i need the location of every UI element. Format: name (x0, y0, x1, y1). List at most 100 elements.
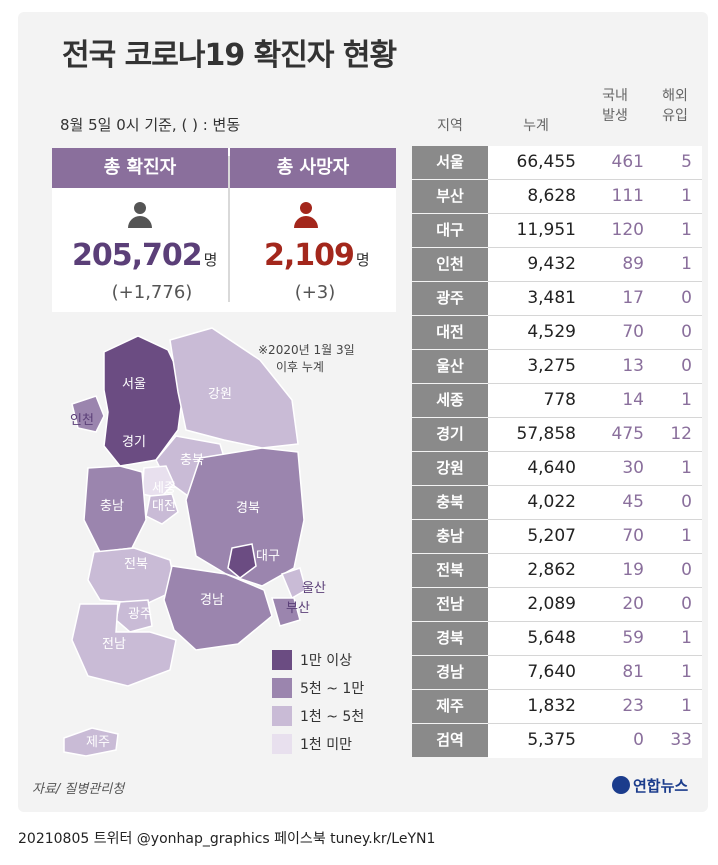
map-region (83, 465, 147, 553)
header-domestic: 국내 발생 (586, 86, 644, 126)
table-row: 충남 5,207 70 1 (412, 520, 702, 554)
map-region-label: 경기 (122, 435, 146, 450)
total-cell: 1,832 (527, 696, 576, 716)
confirmed-header: 총 확진자 (52, 148, 228, 188)
yonhap-logo-icon (612, 776, 630, 794)
overseas-cell: 12 (670, 424, 692, 444)
domestic-cell: 23 (622, 696, 644, 716)
legend-swatch (272, 734, 292, 754)
domestic-cell: 14 (622, 390, 644, 410)
total-cell: 11,951 (516, 220, 576, 240)
table-background (488, 146, 702, 758)
map-region-label: 충남 (100, 499, 124, 514)
region-cell: 부산 (412, 180, 488, 213)
map-region-label: 대전 (152, 499, 176, 514)
row-divider (488, 247, 702, 248)
region-cell: 전남 (412, 588, 488, 621)
region-cell: 전북 (412, 554, 488, 587)
domestic-cell: 30 (622, 458, 644, 478)
domestic-cell: 81 (622, 662, 644, 682)
header-overseas-line-1: 해외 (662, 88, 688, 104)
overseas-cell: 1 (681, 186, 692, 206)
row-divider (488, 179, 702, 180)
footer-credits: 20210805 트위터 @yonhap_graphics 페이스북 tuney… (18, 831, 436, 847)
total-cell: 5,375 (527, 730, 576, 750)
table-row: 인천 9,432 89 1 (412, 248, 702, 282)
total-cell: 3,481 (527, 288, 576, 308)
region-cell: 제주 (412, 690, 488, 723)
total-cell: 57,858 (516, 424, 576, 444)
total-cell: 7,640 (527, 662, 576, 682)
table-row: 대구 11,951 120 1 (412, 214, 702, 248)
legend-label: 5천 ~ 1만 (300, 681, 365, 697)
total-cell: 8,628 (527, 186, 576, 206)
legend-label: 1만 이상 (300, 653, 352, 669)
total-cell: 4,529 (527, 322, 576, 342)
overseas-cell: 0 (681, 594, 692, 614)
region-cell: 검역 (412, 724, 488, 757)
map-region-label: 울산 (302, 581, 326, 596)
map-region-label: 강원 (208, 387, 232, 402)
table-row: 강원 4,640 30 1 (412, 452, 702, 486)
region-cell: 광주 (412, 282, 488, 315)
domestic-cell: 13 (622, 356, 644, 376)
summary-divider (228, 156, 230, 302)
row-divider (488, 417, 702, 418)
map-region-label: 광주 (128, 607, 152, 622)
domestic-cell: 111 (611, 186, 644, 206)
table-row: 검역 5,375 0 33 (412, 724, 702, 758)
region-cell: 경북 (412, 622, 488, 655)
region-cell: 서울 (412, 146, 488, 179)
cumulative-note: ※2020년 1월 3일 이후 누계 (258, 342, 355, 376)
region-cell: 세종 (412, 384, 488, 417)
table-row: 대전 4,529 70 0 (412, 316, 702, 350)
map-region-label: 제주 (86, 735, 110, 750)
confirmed-value: 205,702 (72, 238, 203, 273)
domestic-cell: 19 (622, 560, 644, 580)
domestic-cell: 59 (622, 628, 644, 648)
overseas-cell: 1 (681, 662, 692, 682)
table-row: 경기 57,858 475 12 (412, 418, 702, 452)
map-region-label: 세종 (152, 481, 176, 496)
confirmed-change: (+1,776) (111, 282, 193, 303)
domestic-cell: 0 (633, 730, 644, 750)
domestic-cell: 120 (611, 220, 644, 240)
map-region-label: 부산 (286, 601, 310, 616)
overseas-cell: 5 (681, 152, 692, 172)
total-cell: 3,275 (527, 356, 576, 376)
row-divider (488, 621, 702, 622)
header-domestic-line-2: 발생 (602, 108, 628, 124)
table-row: 전북 2,862 19 0 (412, 554, 702, 588)
confirmed-unit: 명 (203, 251, 218, 269)
region-cell: 강원 (412, 452, 488, 485)
map-region-label: 경북 (236, 501, 260, 516)
map-region (71, 603, 177, 687)
domestic-cell: 70 (622, 322, 644, 342)
header-overseas-line-2: 유입 (662, 108, 688, 124)
map-region (280, 567, 307, 600)
row-divider (488, 281, 702, 282)
header-region: 지역 (437, 118, 463, 134)
legend-swatch (272, 678, 292, 698)
yonhap-logo-text: 연합뉴스 (633, 777, 689, 795)
region-cell: 대전 (412, 316, 488, 349)
deaths-value: 2,109 (264, 238, 355, 273)
map-region-label: 전북 (124, 557, 148, 572)
region-cell: 경기 (412, 418, 488, 451)
table-row: 제주 1,832 23 1 (412, 690, 702, 724)
person-icon-deaths (294, 202, 318, 230)
domestic-cell: 45 (622, 492, 644, 512)
row-divider (488, 315, 702, 316)
table-row: 부산 8,628 111 1 (412, 180, 702, 214)
yonhap-logo: 연합뉴스 (612, 775, 688, 796)
header-domestic-line-1: 국내 (602, 88, 628, 104)
map-region-label: 서울 (122, 377, 146, 392)
deaths-header: 총 사망자 (230, 148, 396, 188)
overseas-cell: 1 (681, 390, 692, 410)
table-row: 울산 3,275 13 0 (412, 350, 702, 384)
map-region-label: 전남 (102, 637, 126, 652)
total-cell: 5,648 (527, 628, 576, 648)
map-region (169, 327, 299, 449)
row-divider (488, 553, 702, 554)
table-row: 세종 778 14 1 (412, 384, 702, 418)
